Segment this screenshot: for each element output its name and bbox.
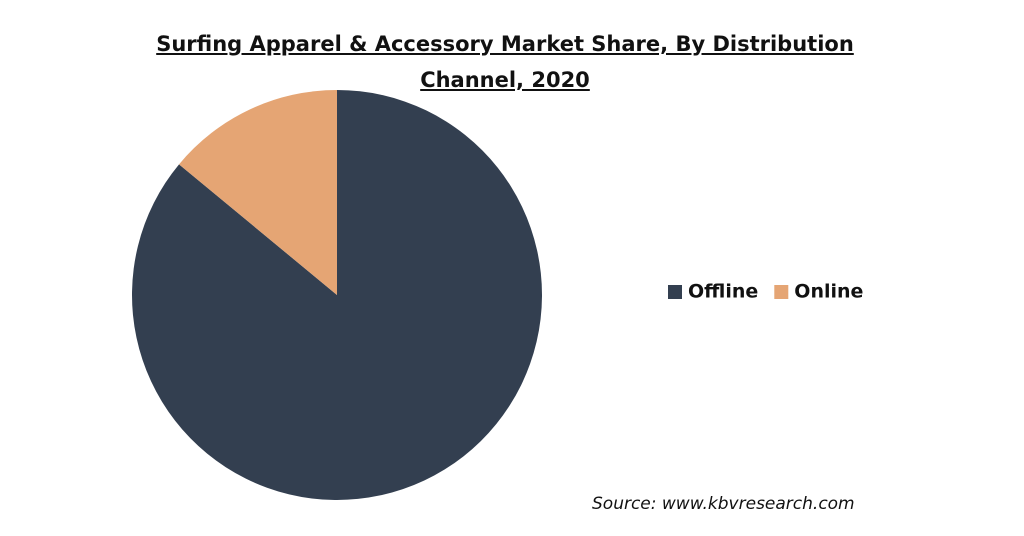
legend-label: Offline: [688, 281, 758, 303]
legend-swatch: [668, 285, 682, 299]
pie-slice: [179, 90, 337, 295]
source: Source: www.kbvresearch.com: [592, 494, 855, 514]
legend-label: Online: [794, 281, 863, 303]
chart-title: Surfing Apparel & Accessory Market Share…: [156, 32, 854, 92]
legend-swatch: [774, 285, 789, 299]
